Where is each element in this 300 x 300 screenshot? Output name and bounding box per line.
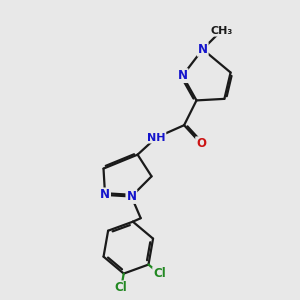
Text: Cl: Cl (153, 267, 166, 280)
Text: CH₃: CH₃ (210, 26, 232, 36)
Text: N: N (126, 190, 136, 203)
Text: N: N (178, 69, 188, 82)
Text: NH: NH (147, 133, 165, 142)
Text: O: O (196, 137, 206, 150)
Text: Cl: Cl (115, 281, 128, 294)
Text: N: N (198, 43, 208, 56)
Text: N: N (100, 188, 110, 201)
